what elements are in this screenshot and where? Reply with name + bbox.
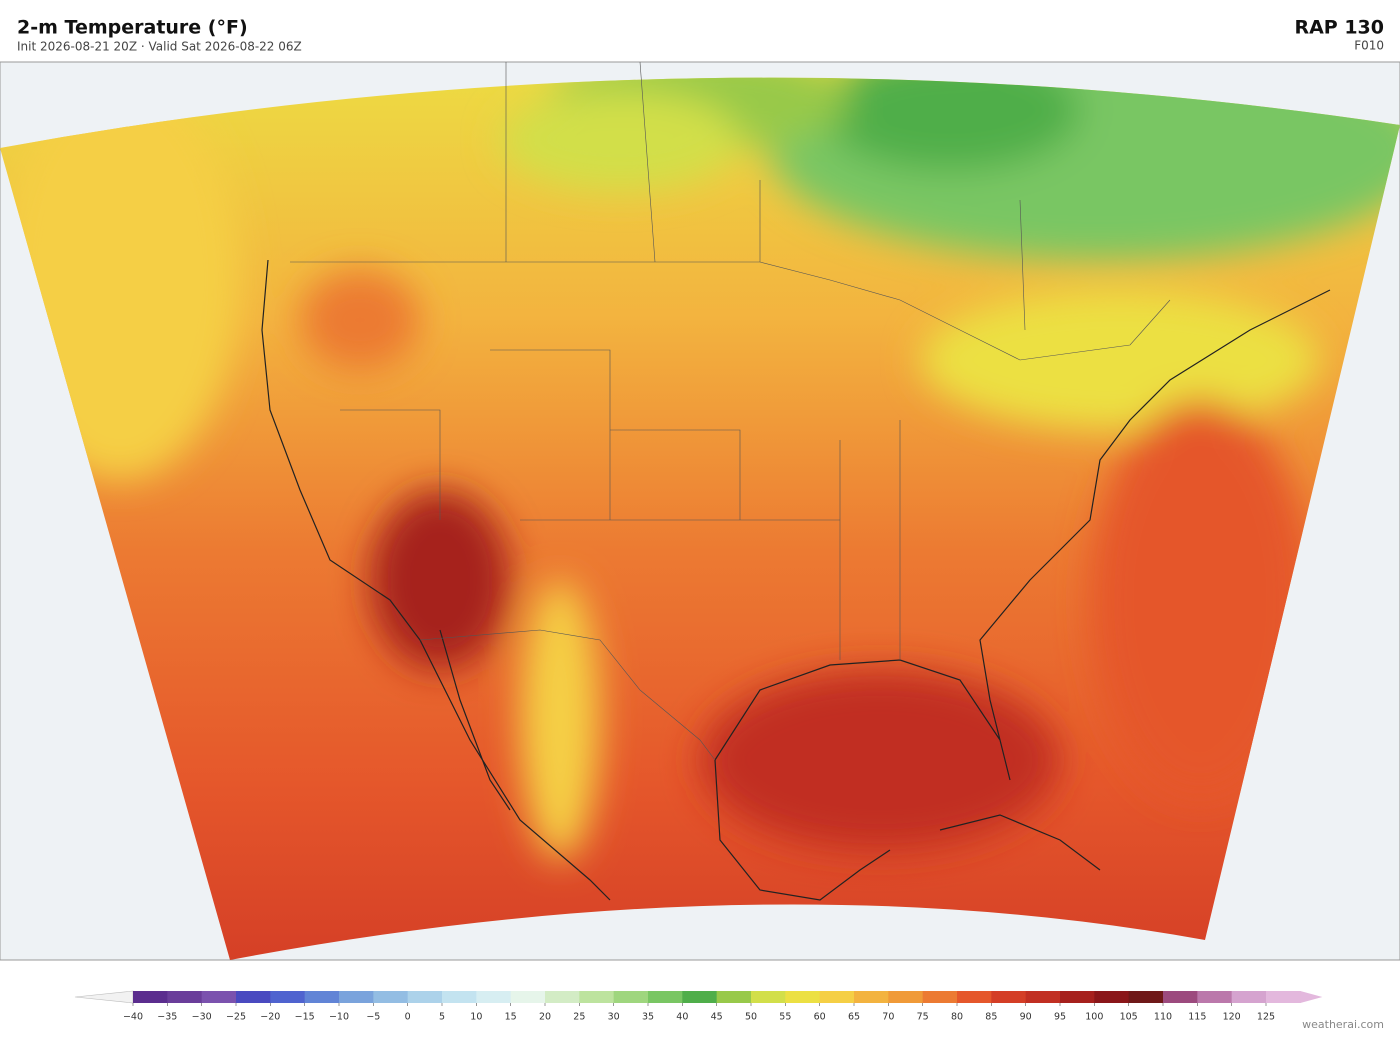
colorbar-swatch [1266, 991, 1301, 1003]
map [0, 61, 1400, 961]
colorbar-tick-label: 65 [848, 1012, 860, 1023]
colorbar-tick-label: 20 [539, 1012, 551, 1023]
colorbar-tick-label: −30 [192, 1012, 212, 1023]
colorbar-tick-label: 55 [779, 1012, 791, 1023]
colorbar-swatch [1128, 991, 1164, 1003]
colorbar-tick-label: 85 [985, 1012, 997, 1023]
colorbar-tick-label: 5 [439, 1012, 445, 1023]
forecast-hour: F010 [1354, 39, 1384, 53]
colorbar-tick-label: 60 [814, 1012, 826, 1023]
colorbar-swatch [442, 991, 477, 1003]
colorbar-tick-label: −40 [123, 1012, 143, 1023]
colorbar-tick-label: 100 [1085, 1012, 1103, 1023]
colorbar-swatch [957, 991, 992, 1003]
colorbar: −40 −35 −30 −25 −20 −15 −10 −5 0 5 10 15 20 25 30 35 40 4… [74, 990, 1323, 1023]
colorbar-swatch [991, 991, 1027, 1003]
colorbar-swatch [1231, 991, 1267, 1003]
colorbar-swatch [1163, 991, 1198, 1003]
colorbar-tick-label: 70 [882, 1012, 894, 1023]
colorbar-swatch [476, 991, 512, 1003]
colorbar-tick-label: 75 [917, 1012, 929, 1023]
colorbar-swatch [888, 991, 924, 1003]
colorbar-swatch [236, 991, 271, 1003]
colorbar-swatch [270, 991, 306, 1003]
colorbar-tick-label: 0 [405, 1012, 411, 1023]
model: RAP 130 [1294, 17, 1384, 39]
colorbar-swatch [510, 991, 546, 1003]
colorbar-tick-label: 25 [573, 1012, 585, 1023]
subtitle: Init 2026-08-21 20Z · Valid Sat 2026-08-… [17, 40, 302, 54]
colorbar-swatch [922, 991, 958, 1003]
colorbar-tick-label: 125 [1257, 1012, 1275, 1023]
colorbar-tick-label: 10 [470, 1012, 482, 1023]
colorbar-tick-label: 15 [505, 1012, 517, 1023]
colorbar-swatch [613, 991, 649, 1003]
colorbar-tick-label: −20 [260, 1012, 280, 1023]
colorbar-tick-label: 115 [1188, 1012, 1206, 1023]
credit: weatherai.com [1302, 1018, 1384, 1031]
colorbar-swatch [648, 991, 683, 1003]
colorbar-swatch [682, 991, 718, 1003]
colorbar-tick-label: 50 [745, 1012, 757, 1023]
colorbar-swatch [545, 991, 580, 1003]
colorbar-swatch [1060, 991, 1095, 1003]
colorbar-swatch [407, 991, 443, 1003]
colorbar-tick-label: 40 [676, 1012, 688, 1023]
colorbar-swatch [1094, 991, 1130, 1003]
colorbar-tick-label: 35 [642, 1012, 654, 1023]
colorbar-swatch [339, 991, 374, 1003]
colorbar-swatch [201, 991, 237, 1003]
title: 2-m Temperature (°F) [17, 17, 248, 39]
colorbar-swatch [854, 991, 889, 1003]
colorbar-swatch [751, 991, 786, 1003]
colorbar-tick-label: −25 [226, 1012, 246, 1023]
colorbar-tick-label: 80 [951, 1012, 963, 1023]
colorbar-tick-label: 110 [1154, 1012, 1172, 1023]
colorbar-tick-label: 95 [1054, 1012, 1066, 1023]
colorbar-tick-label: 90 [1020, 1012, 1032, 1023]
colorbar-tick-label: −15 [295, 1012, 315, 1023]
colorbar-swatch [373, 991, 409, 1003]
colorbar-tick-label: −10 [329, 1012, 349, 1023]
colorbar-tick-label: 45 [711, 1012, 723, 1023]
colorbar-swatch [167, 991, 203, 1003]
colorbar-tick-label: 105 [1120, 1012, 1138, 1023]
colorbar-swatch [819, 991, 855, 1003]
colorbar-tick-label: −5 [366, 1012, 380, 1023]
colorbar-extend-low [74, 990, 134, 1004]
colorbar-swatch [785, 991, 821, 1003]
colorbar-swatch [716, 991, 752, 1003]
colorbar-swatch [133, 991, 168, 1003]
colorbar-extend-high [1300, 991, 1323, 1003]
colorbar-tick-label: −35 [157, 1012, 177, 1023]
colorbar-swatch [1197, 991, 1233, 1003]
borders [290, 61, 1171, 761]
colorbar-swatch [304, 991, 340, 1003]
colorbar-swatch [1025, 991, 1061, 1003]
coastlines [261, 259, 1331, 901]
temperature-field [0, 77, 1400, 961]
colorbar-tick-label: 30 [608, 1012, 620, 1023]
colorbar-tick-label: 120 [1223, 1012, 1241, 1023]
colorbar-swatch [579, 991, 615, 1003]
